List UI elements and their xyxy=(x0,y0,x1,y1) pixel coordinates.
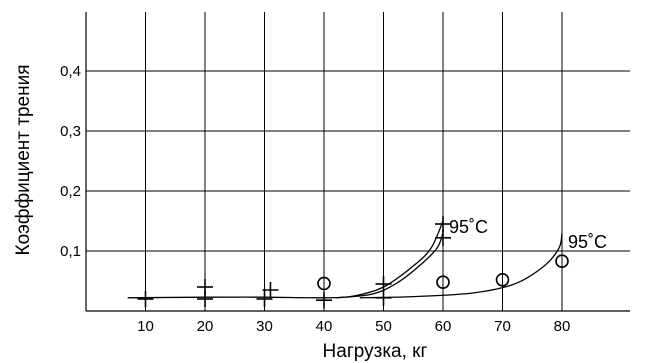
x-axis-label: Нагрузка, кг xyxy=(323,341,428,362)
circle-marker xyxy=(317,276,331,291)
circle-marker xyxy=(555,254,569,269)
grid xyxy=(86,12,630,311)
plus-marker xyxy=(256,291,273,307)
fit-curve xyxy=(127,220,444,299)
y-tick-label: 0,1 xyxy=(60,243,81,260)
y-tick-label: 0,2 xyxy=(60,183,81,200)
x-tick-label: 50 xyxy=(375,318,392,335)
data-points xyxy=(137,216,569,309)
y-axis-label: Коэффициент трения xyxy=(13,65,34,256)
fit-curve xyxy=(359,232,563,299)
x-tick-label: 30 xyxy=(256,318,273,335)
plus-marker xyxy=(316,292,332,309)
circle-marker xyxy=(436,275,450,290)
x-tick-label: 40 xyxy=(316,318,333,335)
plus-marker xyxy=(375,276,392,292)
x-tick-label: 60 xyxy=(435,318,452,335)
x-tick-label: 80 xyxy=(554,318,571,335)
circle-marker xyxy=(495,272,510,287)
x-tick-label: 70 xyxy=(494,318,511,335)
y-tick-label: 0,3 xyxy=(60,123,81,140)
axes xyxy=(85,12,630,312)
y-tick-label: 0,4 xyxy=(60,63,81,80)
plus-marker xyxy=(262,282,279,298)
plus-marker xyxy=(435,216,451,232)
fit-curve xyxy=(335,232,444,299)
x-tick-label: 10 xyxy=(137,318,154,335)
plus-marker xyxy=(137,291,154,307)
curve-label: 95˚C xyxy=(449,217,488,237)
curves xyxy=(127,220,563,299)
plus-marker xyxy=(435,229,451,246)
plus-marker xyxy=(375,289,392,306)
plus-marker xyxy=(197,291,213,307)
x-tick-label: 20 xyxy=(197,318,214,335)
tick-labels: 10 20 30 40 50 60 70 80 0,1 0,2 0,3 0,4 xyxy=(60,63,570,335)
curve-label: 95˚C xyxy=(568,232,607,252)
annotations: 95˚C 95˚C xyxy=(449,217,607,252)
